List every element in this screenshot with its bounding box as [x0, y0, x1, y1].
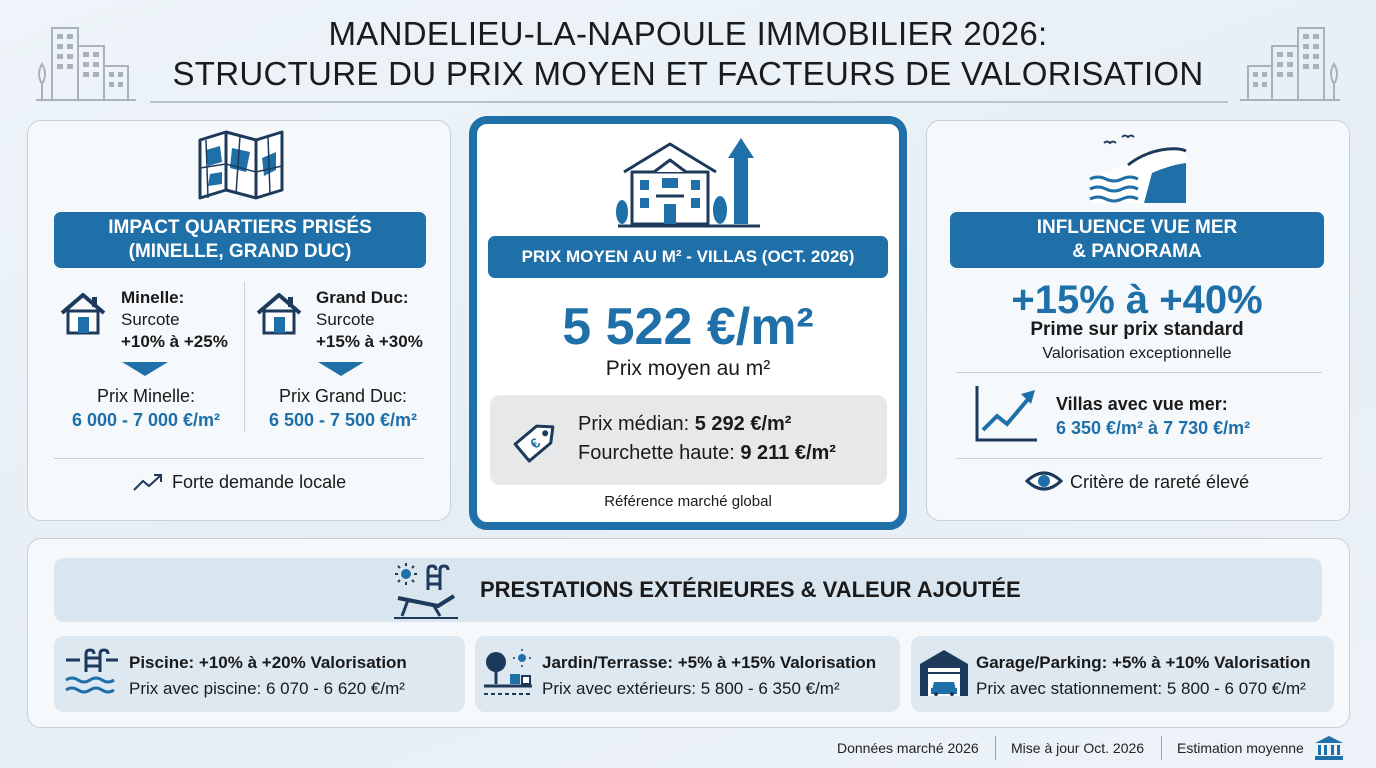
minelle-block: Minelle: Surcote +10% à +25%	[121, 287, 246, 353]
growth-chart-icon	[975, 386, 1037, 442]
center-price: 5 522 €/m²	[562, 298, 814, 356]
buildings-right-icon	[1240, 27, 1340, 101]
garage-icon	[920, 650, 968, 696]
garage-text: Garage/Parking: +5% à +10% Valorisation …	[976, 650, 1328, 702]
minelle-surcote: +10% à +25%	[121, 332, 228, 351]
pool-icon	[65, 648, 118, 694]
map-icon	[198, 130, 284, 200]
garden-title: Jardin/Terrasse: +5% à +15% Valorisation	[542, 653, 877, 672]
amenity-card-garage	[911, 636, 1334, 712]
garage-detail: Prix avec stationnement: 5 800 - 6 070 €…	[976, 679, 1306, 698]
right-banner-line-1: INFLUENCE VUE MER	[1036, 217, 1238, 238]
sea-premium-caption: Valorisation exceptionnelle	[1042, 345, 1232, 362]
grandduc-block: Grand Duc: Surcote +15% à +30%	[316, 287, 441, 353]
grandduc-surcote: +15% à +30%	[316, 332, 423, 351]
median-block: Prix médian: 5 292 €/m² Fourchette haute…	[578, 410, 878, 468]
high-label: Fourchette haute:	[578, 442, 741, 464]
high-value: 9 211 €/m²	[740, 442, 836, 464]
right-footer-text: Critère de rareté élevé	[1070, 472, 1250, 492]
sea-villas-block: Villas avec vue mer: 6 350 €/m² à 7 730 …	[1056, 392, 1336, 440]
sea-view-icon	[1089, 134, 1187, 203]
villa-growth-icon	[616, 138, 760, 228]
garden-icon	[484, 649, 532, 695]
grandduc-price-block: Prix Grand Duc: 6 500 - 7 500 €/m²	[250, 384, 436, 432]
minelle-price-label: Prix Minelle:	[96, 386, 196, 406]
left-divider-horizontal	[54, 458, 424, 459]
sunbed-pool-icon	[394, 563, 458, 619]
center-banner: PRIX MOYEN AU M² - VILLAS (OCT. 2026)	[488, 236, 888, 278]
garage-title: Garage/Parking: +5% à +10% Valorisation	[976, 653, 1311, 672]
median-line: Prix médian: 5 292 €/m²	[578, 410, 878, 439]
bottom-banner-box	[54, 558, 1322, 622]
high-line: Fourchette haute: 9 211 €/m²	[578, 439, 878, 468]
grandduc-surcote-label: Surcote	[316, 310, 375, 329]
right-banner-line-2: & PANORAMA	[1072, 241, 1202, 262]
sea-villas-label: Villas avec vue mer:	[1056, 394, 1228, 414]
minelle-surcote-label: Surcote	[121, 310, 180, 329]
sea-premium: +15% à +40%	[1011, 278, 1263, 322]
left-banner: IMPACT QUARTIERS PRISÉS (MINELLE, GRAND …	[54, 212, 426, 268]
eye-icon	[1025, 471, 1063, 491]
footer-data-2026: Données marché 2026	[837, 740, 979, 756]
amenity-card-garden	[475, 636, 900, 712]
left-banner-line-1: IMPACT QUARTIERS PRISÉS	[108, 217, 372, 238]
left-divider-vertical	[244, 282, 245, 432]
bottom-banner-title: PRESTATIONS EXTÉRIEURES & VALEUR AJOUTÉE	[480, 577, 1021, 602]
median-value: 5 292 €/m²	[694, 413, 792, 435]
right-banner: INFLUENCE VUE MER & PANORAMA	[950, 212, 1324, 268]
sea-villas-price: 6 350 €/m² à 7 730 €/m²	[1056, 418, 1251, 438]
grandduc-name: Grand Duc:	[316, 288, 409, 307]
right-divider-bottom	[956, 458, 1322, 459]
trend-up-icon	[133, 474, 162, 491]
left-banner-line-2: (MINELLE, GRAND DUC)	[128, 241, 352, 262]
pool-text: Piscine: +10% à +20% Valorisation Prix a…	[129, 650, 459, 702]
buildings-left-icon	[36, 27, 136, 101]
down-arrow-icon	[122, 362, 168, 376]
reference-text: Référence marché global	[604, 493, 772, 510]
footer-estimate: Estimation moyenne	[1177, 740, 1304, 756]
minelle-name: Minelle:	[121, 288, 185, 307]
right-divider-top	[956, 372, 1322, 373]
title-line-1: MANDELIEU-LA-NAPOULE IMMOBILIER 2026:	[328, 15, 1048, 52]
sea-premium-label: Prime sur prix standard	[1030, 319, 1244, 340]
house-icon	[60, 293, 106, 335]
minelle-price-block: Prix Minelle: 6 000 - 7 000 €/m²	[54, 384, 238, 432]
amenity-card-pool	[54, 636, 465, 712]
page-title: MANDELIEU-LA-NAPOULE IMMOBILIER 2026: ST…	[150, 14, 1226, 94]
house-icon	[256, 293, 302, 335]
garden-detail: Prix avec extérieurs: 5 800 - 6 350 €/m²	[542, 679, 840, 698]
minelle-price: 6 000 - 7 000 €/m²	[71, 410, 221, 430]
grandduc-price: 6 500 - 7 500 €/m²	[268, 410, 418, 430]
price-tag-icon: €	[513, 424, 555, 463]
left-footer-text: Forte demande locale	[172, 472, 347, 492]
footer-sep-2	[1161, 736, 1162, 760]
garden-text: Jardin/Terrasse: +5% à +15% Valorisation…	[542, 650, 894, 702]
median-label: Prix médian:	[578, 413, 695, 435]
median-box	[490, 395, 887, 485]
title-line-2: STRUCTURE DU PRIX MOYEN ET FACTEURS DE V…	[172, 55, 1204, 92]
bank-icon	[1315, 736, 1343, 760]
title-underline	[150, 101, 1228, 103]
pool-detail: Prix avec piscine: 6 070 - 6 620 €/m²	[129, 679, 405, 698]
footer-update: Mise à jour Oct. 2026	[1011, 740, 1145, 756]
down-arrow-icon	[318, 362, 364, 376]
pool-title: Piscine: +10% à +20% Valorisation	[129, 653, 407, 672]
grandduc-price-label: Prix Grand Duc:	[278, 386, 408, 406]
center-price-caption: Prix moyen au m²	[605, 357, 771, 380]
footer-sep-1	[995, 736, 996, 760]
